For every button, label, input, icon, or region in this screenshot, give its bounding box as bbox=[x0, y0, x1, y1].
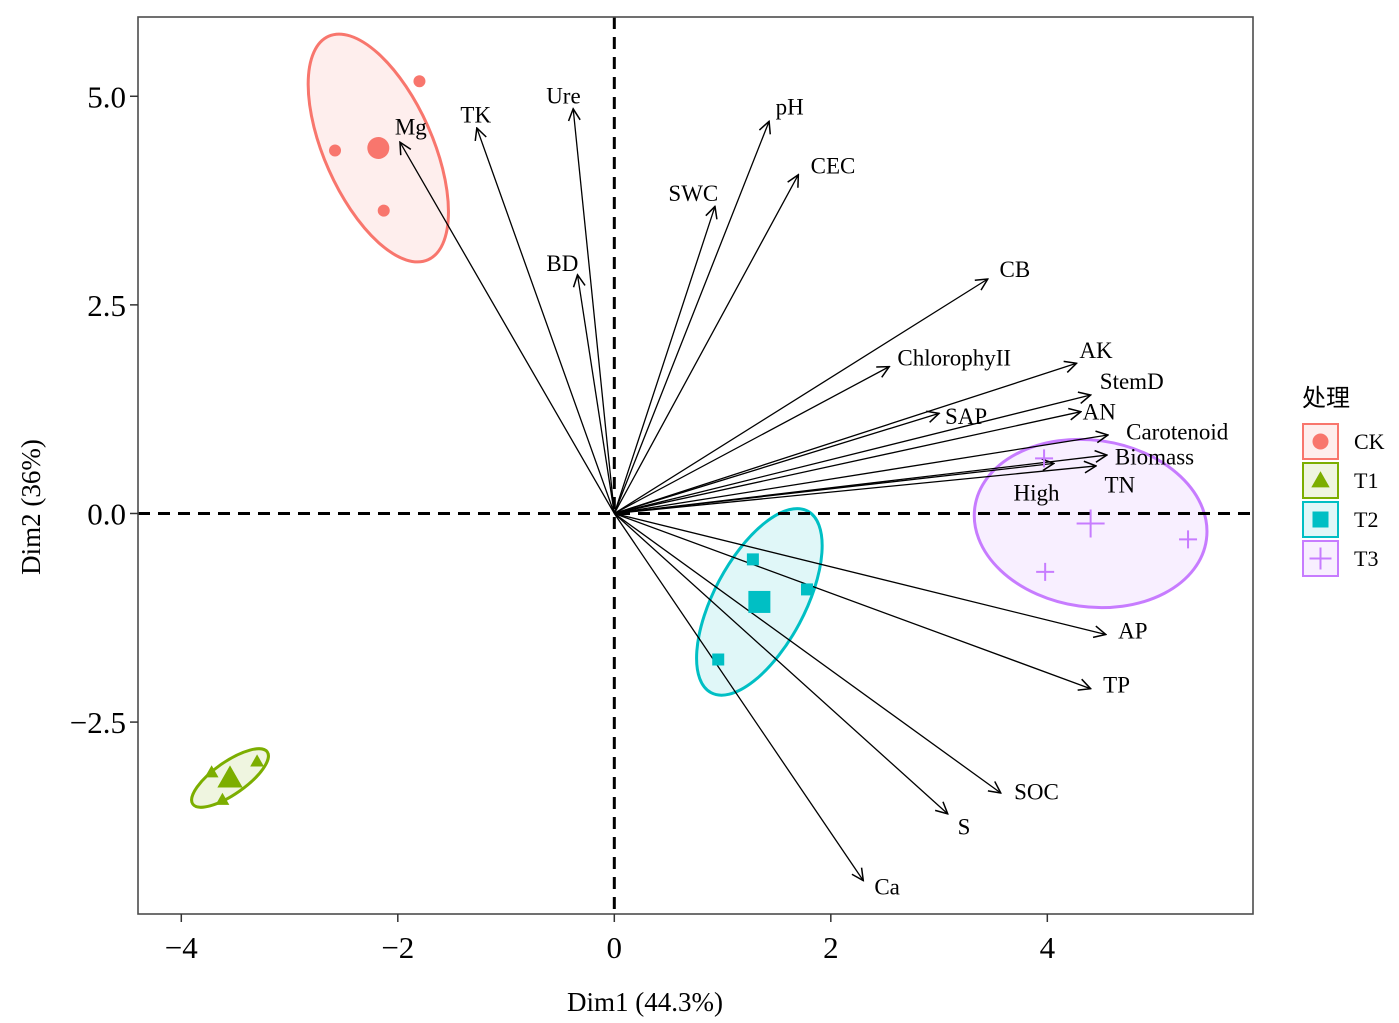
variable-label-ca: Ca bbox=[874, 874, 900, 899]
variable-label-swc: SWC bbox=[668, 181, 718, 206]
variable-label-cb: CB bbox=[1000, 257, 1031, 282]
legend-marker-t2 bbox=[1312, 511, 1329, 528]
arrow-ap bbox=[614, 512, 1105, 634]
variable-arrows: Mg TK Ure pH CEC SWC BD CB ChlorophyII AK StemD AN S… bbox=[395, 83, 1229, 899]
y-tick-label: 0.0 bbox=[87, 496, 126, 531]
arrow-ph bbox=[613, 121, 769, 514]
plot-border bbox=[137, 16, 1254, 915]
variable-label-ak: AK bbox=[1079, 338, 1113, 363]
panel-frame bbox=[137, 16, 1254, 915]
arrow-s bbox=[613, 512, 947, 813]
variable-label-soc: SOC bbox=[1014, 779, 1059, 804]
x-tick-label: −4 bbox=[165, 930, 198, 965]
x-tick-label: 2 bbox=[823, 930, 839, 965]
point-ck-3 bbox=[377, 204, 390, 217]
arrow-carotenoid bbox=[614, 435, 1108, 515]
legend-marker-t3 bbox=[1309, 547, 1332, 570]
arrow-ak bbox=[614, 363, 1076, 515]
arrow-tp bbox=[614, 512, 1090, 688]
point-t2-3 bbox=[712, 653, 725, 666]
legend-label-t3: T3 bbox=[1354, 546, 1378, 571]
variable-label-carotenoid: Carotenoid bbox=[1126, 420, 1229, 445]
arrow-cec bbox=[613, 175, 798, 514]
variable-label-an: AN bbox=[1083, 400, 1117, 425]
x-tick-label: −2 bbox=[381, 930, 414, 965]
group-points bbox=[204, 75, 1198, 805]
arrow-chlorophyii bbox=[614, 367, 889, 515]
arrow-mg bbox=[400, 142, 615, 514]
axis-ticks: −4 −2 0 2 4 5.0 2.5 0.0 −2.5 bbox=[70, 79, 1056, 965]
centroid-ck bbox=[367, 137, 390, 160]
point-t2-1 bbox=[746, 553, 759, 566]
point-ck-2 bbox=[329, 144, 342, 157]
x-axis-title: Dim1 (44.3%) bbox=[567, 987, 723, 1017]
point-t1-1 bbox=[204, 765, 219, 778]
variable-label-stemd: StemD bbox=[1100, 369, 1164, 394]
variable-label-tk: TK bbox=[460, 103, 491, 128]
arrow-tk bbox=[477, 128, 615, 514]
point-t3-3 bbox=[1036, 562, 1055, 581]
point-t3-1 bbox=[1035, 449, 1054, 468]
y-tick-label: 5.0 bbox=[87, 79, 126, 114]
y-axis-title: Dim2 (36%) bbox=[16, 439, 46, 575]
variable-label-mg: Mg bbox=[395, 114, 427, 139]
variable-label-ap: AP bbox=[1118, 618, 1147, 643]
y-tick-label: 2.5 bbox=[87, 288, 126, 323]
arrow-ure bbox=[573, 109, 615, 514]
centroid-t2 bbox=[748, 590, 771, 613]
variable-label-chlorophyii: ChlorophyII bbox=[897, 345, 1011, 370]
variable-label-ure: Ure bbox=[546, 83, 580, 108]
legend: 处理 CK T1 T2 T3 bbox=[1302, 384, 1385, 577]
legend-marker-t1 bbox=[1311, 471, 1330, 488]
arrow-bd bbox=[578, 275, 615, 514]
arrow-high bbox=[614, 463, 1054, 515]
legend-label-t2: T2 bbox=[1354, 507, 1378, 532]
point-t1-3 bbox=[215, 792, 230, 805]
arrow-tn bbox=[614, 466, 1096, 515]
point-ck-1 bbox=[413, 75, 426, 88]
x-tick-label: 0 bbox=[607, 930, 623, 965]
arrow-swc bbox=[613, 206, 715, 514]
reference-lines bbox=[138, 17, 1253, 914]
variable-label-sap: SAP bbox=[945, 404, 987, 429]
point-t3-2 bbox=[1179, 530, 1198, 549]
variable-label-biomass: Biomass bbox=[1115, 445, 1194, 470]
centroid-t1 bbox=[217, 765, 243, 788]
arrow-an bbox=[614, 412, 1081, 515]
variable-label-bd: BD bbox=[546, 251, 578, 276]
arrow-sap bbox=[614, 413, 939, 515]
variable-label-high: High bbox=[1013, 481, 1060, 506]
legend-marker-ck bbox=[1312, 433, 1329, 450]
variable-label-s: S bbox=[958, 814, 971, 839]
point-t1-2 bbox=[250, 754, 264, 767]
x-tick-label: 4 bbox=[1040, 930, 1056, 965]
arrow-soc bbox=[613, 512, 1000, 793]
arrow-cb bbox=[613, 279, 987, 515]
arrow-stemd bbox=[614, 395, 1090, 515]
legend-label-t1: T1 bbox=[1354, 468, 1378, 493]
y-tick-label: −2.5 bbox=[70, 705, 126, 740]
centroid-t3 bbox=[1076, 509, 1105, 538]
legend-label-ck: CK bbox=[1354, 429, 1385, 454]
arrow-ca bbox=[613, 513, 863, 880]
variable-label-tn: TN bbox=[1105, 472, 1136, 497]
point-t2-2 bbox=[801, 583, 813, 596]
variable-label-tp: TP bbox=[1103, 673, 1130, 698]
variable-label-cec: CEC bbox=[811, 154, 856, 179]
variable-label-ph: pH bbox=[776, 94, 804, 119]
legend-title: 处理 bbox=[1302, 384, 1350, 412]
